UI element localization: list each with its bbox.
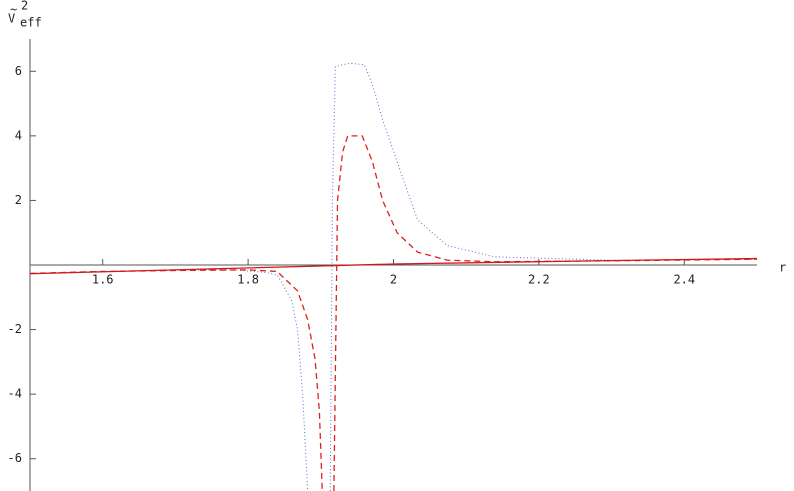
y-tick-label: 4 [15,128,22,142]
series-line [29,257,758,275]
y-axis-label: ~ 2 V eff [8,0,42,30]
x-tick-label: 1.6 [92,273,114,287]
x-tick-label: 1.8 [237,273,259,287]
series-line [29,135,758,491]
y-tick-label: -4 [8,387,22,401]
y-tick-label: 6 [15,64,22,78]
x-tick-label: 2.4 [673,273,695,287]
x-axis-label: r [779,261,786,275]
x-tick-label: 2 [390,273,397,287]
y-label-subscript: eff [20,16,42,30]
y-tick-label: -6 [8,451,22,465]
y-label-symbol: V [8,12,15,26]
y-tick-label: -2 [8,322,22,336]
x-tick-label: 2.2 [528,273,550,287]
y-label-accent: ~ [10,3,17,17]
y-tick-label: 2 [15,193,22,207]
y-label-superscript: 2 [21,0,28,13]
